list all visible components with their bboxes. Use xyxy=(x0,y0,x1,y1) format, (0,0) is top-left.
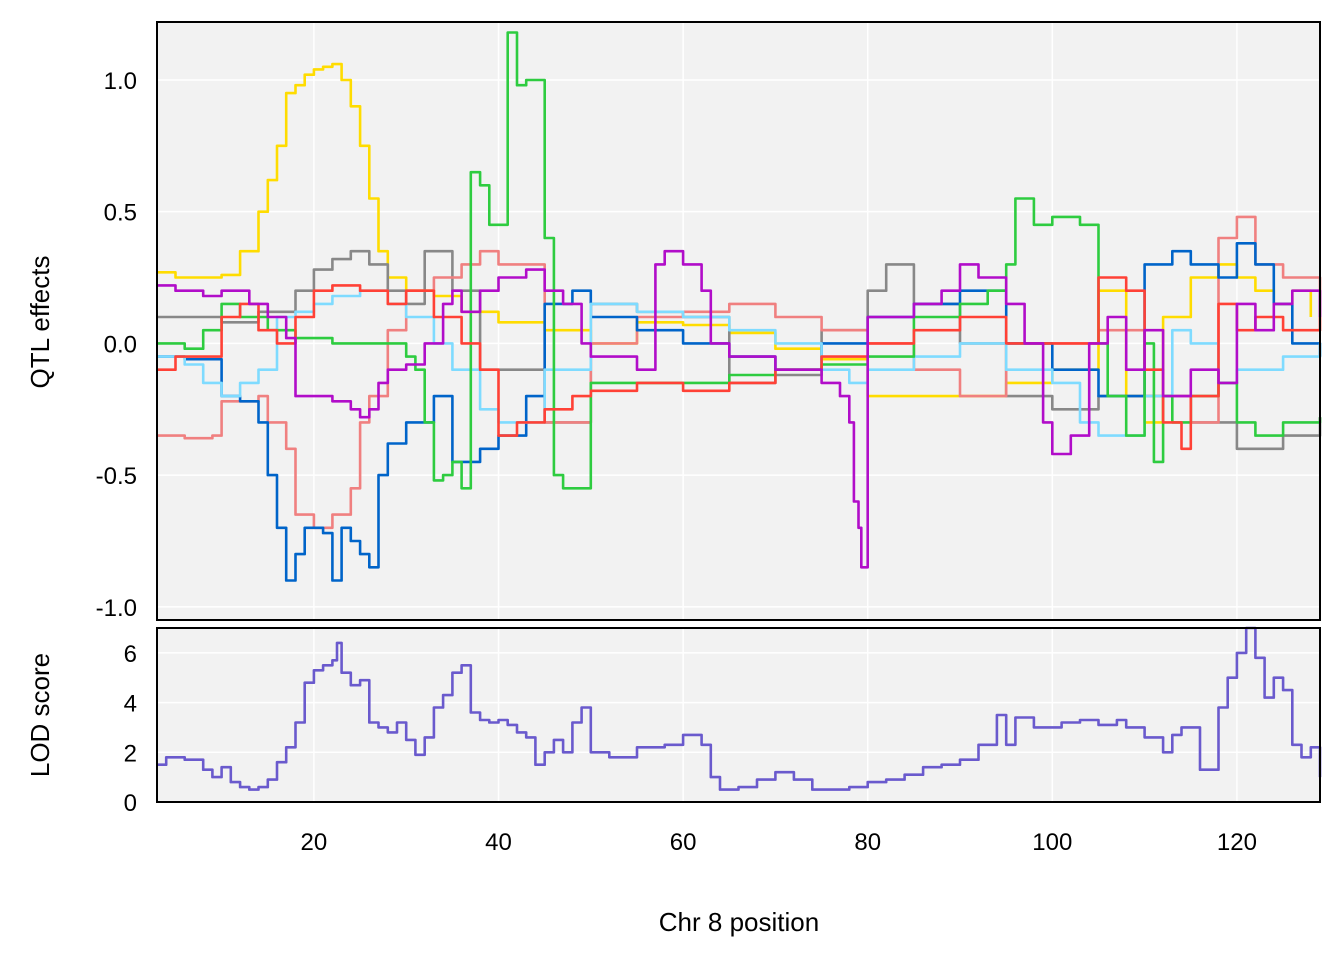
effects-y-tick-label: -0.5 xyxy=(96,463,137,490)
x-tick-label: 120 xyxy=(1217,829,1257,856)
effects-y-tick-label: -1.0 xyxy=(96,595,137,622)
effects-series-line-7 xyxy=(157,276,1322,451)
effects-y-axis-title: QTL effects xyxy=(25,256,55,389)
lod-y-ticks: 0 2 4 6 xyxy=(124,641,137,817)
x-tick-label: 80 xyxy=(854,829,881,856)
x-axis-ticks: 20 40 60 80 100 120 xyxy=(301,829,1257,856)
x-tick-label: 60 xyxy=(670,829,697,856)
effects-panel-frame xyxy=(156,21,1321,621)
effects-series-line-8 xyxy=(157,249,1322,569)
effects-y-tick-label: 0.5 xyxy=(104,200,137,227)
x-axis-title: Chr 8 position xyxy=(659,907,819,937)
lod-y-tick-label: 6 xyxy=(124,641,137,668)
x-tick-label: 40 xyxy=(485,829,512,856)
effects-series-line-4 xyxy=(157,242,1322,582)
effects-panel: -1.0 -0.5 0.0 0.5 1.0 QTL effects xyxy=(25,21,1322,622)
effects-y-tick-label: 1.0 xyxy=(104,68,137,95)
lod-y-axis-title: LOD score xyxy=(25,653,55,777)
lod-series-group xyxy=(157,626,1322,791)
effects-y-tick-label: 0.0 xyxy=(104,331,137,358)
lod-y-tick-label: 2 xyxy=(124,740,137,767)
lod-panel-frame xyxy=(156,627,1321,803)
x-tick-label: 100 xyxy=(1032,829,1072,856)
x-tick-label: 20 xyxy=(301,829,328,856)
effects-series-line-6 xyxy=(157,31,1322,490)
lod-y-tick-label: 4 xyxy=(124,691,137,718)
effects-series-group xyxy=(157,31,1322,582)
lod-panel-background xyxy=(157,628,1320,802)
lod-series-line-1 xyxy=(157,626,1322,791)
effects-y-ticks: -1.0 -0.5 0.0 0.5 1.0 xyxy=(96,68,137,622)
lod-panel: 0 2 4 6 20 40 60 80 100 120 LOD score Chr 8 posi… xyxy=(25,626,1322,937)
lod-y-tick-label: 0 xyxy=(124,790,137,817)
